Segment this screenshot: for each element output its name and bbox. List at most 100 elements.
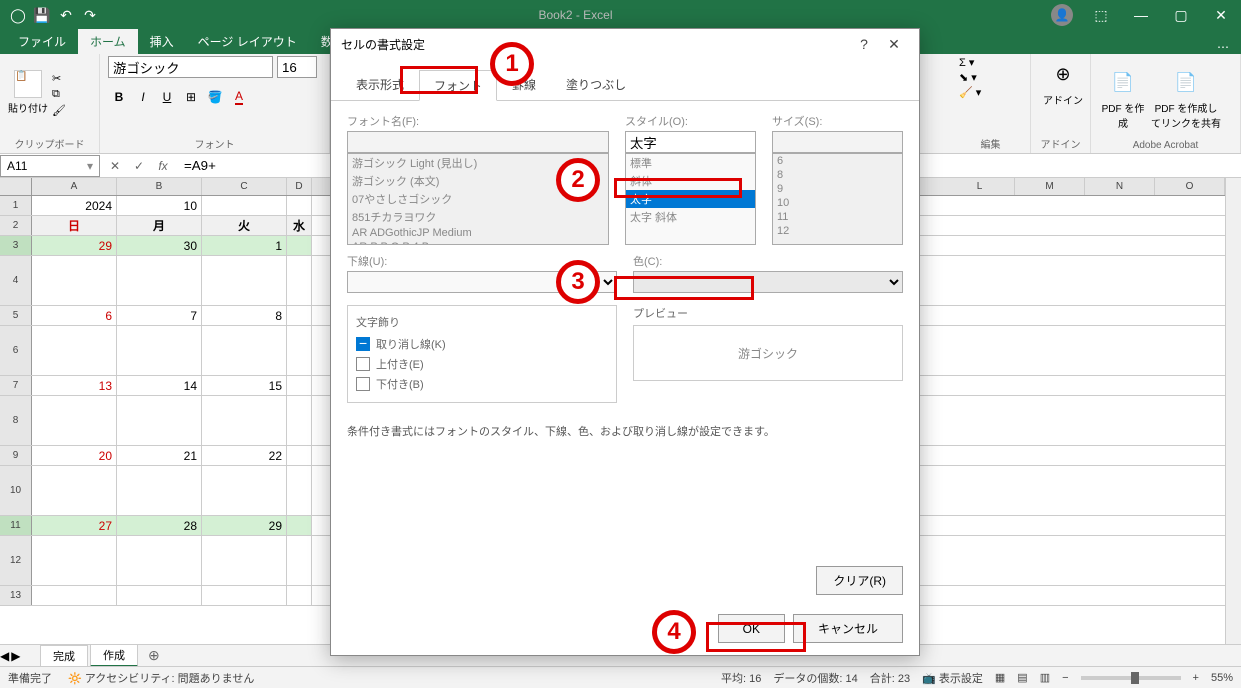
format-painter-icon[interactable]: 🖌: [52, 104, 70, 118]
zoom-level[interactable]: 55%: [1211, 672, 1233, 684]
enter-formula-icon[interactable]: ✓: [128, 155, 150, 177]
strikethrough-checkbox[interactable]: 取り消し線(K): [356, 334, 608, 354]
col-header[interactable]: C: [202, 178, 287, 195]
close-icon[interactable]: ✕: [1201, 0, 1241, 30]
paste-button[interactable]: 📋 貼り付け: [8, 70, 48, 120]
subscript-checkbox[interactable]: 下付き(B): [356, 374, 608, 394]
row-header[interactable]: 8: [0, 396, 32, 445]
row-header[interactable]: 2: [0, 216, 32, 235]
row-header[interactable]: 7: [0, 376, 32, 395]
superscript-checkbox[interactable]: 上付き(E): [356, 354, 608, 374]
save-icon[interactable]: 💾: [32, 5, 52, 25]
row-header[interactable]: 10: [0, 466, 32, 515]
cell[interactable]: 13: [32, 376, 117, 395]
font-color-button[interactable]: A: [228, 86, 250, 108]
row-header[interactable]: 5: [0, 306, 32, 325]
cancel-button[interactable]: キャンセル: [793, 614, 903, 643]
list-item[interactable]: 標準: [626, 154, 755, 172]
row-header[interactable]: 9: [0, 446, 32, 465]
row-header[interactable]: 3: [0, 236, 32, 255]
tab-insert[interactable]: 挿入: [138, 29, 186, 54]
tab-file[interactable]: ファイル: [6, 29, 78, 54]
row-header[interactable]: 4: [0, 256, 32, 305]
border-button[interactable]: ⊞: [180, 86, 202, 108]
tab-home[interactable]: ホーム: [78, 29, 138, 54]
cell[interactable]: 21: [117, 446, 202, 465]
col-header[interactable]: B: [117, 178, 202, 195]
col-header[interactable]: M: [1015, 178, 1085, 195]
cell[interactable]: 15: [202, 376, 287, 395]
cell[interactable]: 10: [117, 196, 202, 215]
sheet-next-icon[interactable]: ▶: [11, 649, 20, 663]
minimize-icon[interactable]: —: [1121, 0, 1161, 30]
row-header[interactable]: 1: [0, 196, 32, 215]
list-item[interactable]: 太字 斜体: [626, 208, 755, 226]
clear-button[interactable]: クリア(R): [816, 566, 903, 595]
dialog-tab-fill[interactable]: 塗りつぶし: [551, 69, 641, 100]
cut-icon[interactable]: ✂: [52, 72, 70, 86]
zoom-slider[interactable]: [1081, 676, 1181, 680]
dialog-help-icon[interactable]: ?: [849, 36, 879, 52]
bold-button[interactable]: B: [108, 86, 130, 108]
autosum-button[interactable]: Σ ▾: [959, 56, 974, 69]
cancel-formula-icon[interactable]: ✕: [104, 155, 126, 177]
font-style-list[interactable]: 標準 斜体 太字 太字 斜体: [625, 153, 756, 245]
font-size-input[interactable]: [277, 56, 317, 78]
cell[interactable]: 1: [202, 236, 287, 255]
cell[interactable]: 水: [287, 216, 312, 235]
cell[interactable]: [202, 196, 287, 215]
add-sheet-button[interactable]: ⊕: [140, 647, 168, 664]
col-header[interactable]: A: [32, 178, 117, 195]
view-normal-icon[interactable]: ▦: [995, 671, 1005, 684]
redo-icon[interactable]: ↷: [80, 5, 100, 25]
addins-button[interactable]: ⊕ アドイン: [1039, 56, 1087, 107]
fill-color-button[interactable]: 🪣: [204, 86, 226, 108]
col-header[interactable]: N: [1085, 178, 1155, 195]
cell[interactable]: 29: [202, 516, 287, 535]
name-box[interactable]: A11 ▾: [0, 155, 100, 177]
row-header[interactable]: 6: [0, 326, 32, 375]
cell[interactable]: 日: [32, 216, 117, 235]
create-pdf-share-button[interactable]: 📄 PDF を作成してリンクを共有: [1151, 64, 1221, 130]
undo-icon[interactable]: ↶: [56, 5, 76, 25]
create-pdf-button[interactable]: 📄 PDF を作成: [1099, 64, 1147, 130]
font-name-input[interactable]: [108, 56, 273, 78]
sheet-tab[interactable]: 完成: [40, 645, 88, 667]
col-header[interactable]: D: [287, 178, 312, 195]
view-page-layout-icon[interactable]: ▤: [1017, 671, 1027, 684]
sheet-prev-icon[interactable]: ◀: [0, 649, 9, 663]
view-page-break-icon[interactable]: ▥: [1040, 671, 1050, 684]
zoom-out-button[interactable]: −: [1062, 672, 1068, 684]
tab-page-layout[interactable]: ページ レイアウト: [186, 29, 309, 54]
zoom-in-button[interactable]: +: [1193, 672, 1199, 684]
ribbon-options-icon[interactable]: ⬚: [1081, 0, 1121, 30]
maximize-icon[interactable]: ▢: [1161, 0, 1201, 30]
sheet-tab[interactable]: 作成: [90, 644, 138, 667]
cell[interactable]: 6: [32, 306, 117, 325]
cell[interactable]: [287, 236, 312, 255]
row-header[interactable]: 13: [0, 586, 32, 605]
font-style-field[interactable]: [625, 131, 756, 153]
row-header[interactable]: 12: [0, 536, 32, 585]
cell[interactable]: 29: [32, 236, 117, 255]
italic-button[interactable]: I: [132, 86, 154, 108]
underline-button[interactable]: U: [156, 86, 178, 108]
cell[interactable]: 7: [117, 306, 202, 325]
cell[interactable]: 14: [117, 376, 202, 395]
cell[interactable]: 月: [117, 216, 202, 235]
copy-icon[interactable]: ⧉: [52, 88, 70, 102]
dialog-close-icon[interactable]: ✕: [879, 36, 909, 53]
vertical-scrollbar[interactable]: [1225, 178, 1241, 644]
display-settings-button[interactable]: 📺 表示設定: [922, 670, 983, 686]
share-icon[interactable]: ⋯: [1217, 40, 1229, 54]
col-header[interactable]: L: [945, 178, 1015, 195]
fx-icon[interactable]: fx: [152, 155, 174, 177]
cell[interactable]: 8: [202, 306, 287, 325]
cell[interactable]: [287, 196, 312, 215]
row-header[interactable]: 11: [0, 516, 32, 535]
cell[interactable]: 27: [32, 516, 117, 535]
cell[interactable]: 20: [32, 446, 117, 465]
col-header[interactable]: O: [1155, 178, 1225, 195]
clear-button[interactable]: 🧹 ▾: [959, 86, 981, 99]
cell[interactable]: 22: [202, 446, 287, 465]
